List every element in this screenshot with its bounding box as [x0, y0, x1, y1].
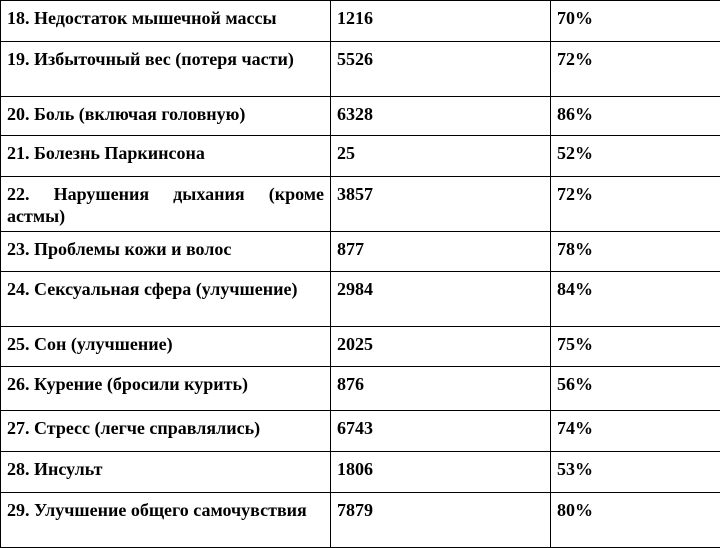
row-percent: 86% — [551, 97, 720, 136]
row-percent: 53% — [551, 452, 720, 493]
table-row: 22. Нарушения дыхания (кроме астмы) 3857… — [1, 177, 720, 232]
row-count: 2984 — [331, 272, 551, 327]
row-count: 877 — [331, 232, 551, 272]
table-row: 21. Болезнь Паркинсона 25 52% — [1, 136, 720, 177]
row-label: 25. Сон (улучшение) — [1, 327, 331, 367]
row-label: 23. Проблемы кожи и волос — [1, 232, 331, 272]
row-percent: 74% — [551, 411, 720, 452]
row-percent: 72% — [551, 42, 720, 97]
row-label: 28. Инсульт — [1, 452, 331, 493]
row-count: 25 — [331, 136, 551, 177]
row-count: 3857 — [331, 177, 551, 232]
row-percent: 80% — [551, 493, 720, 548]
table-row: 20. Боль (включая головную) 6328 86% — [1, 97, 720, 136]
row-percent: 78% — [551, 232, 720, 272]
row-label: 29. Улучшение общего самочувствия — [1, 493, 331, 548]
row-percent: 56% — [551, 367, 720, 411]
table-row: 27. Стресс (легче справлялись) 6743 74% — [1, 411, 720, 452]
table-row: 26. Курение (бросили курить) 876 56% — [1, 367, 720, 411]
table-row: 18. Недостаток мышечной массы 1216 70% — [1, 1, 720, 42]
row-percent: 52% — [551, 136, 720, 177]
row-label: 18. Недостаток мышечной массы — [1, 1, 331, 42]
table-row: 19. Избыточный вес (потеря части) 5526 7… — [1, 42, 720, 97]
table-row: 29. Улучшение общего самочувствия 7879 8… — [1, 493, 720, 548]
table-row: 24. Сексуальная сфера (улучшение) 2984 8… — [1, 272, 720, 327]
row-count: 7879 — [331, 493, 551, 548]
row-label: 26. Курение (бросили курить) — [1, 367, 331, 411]
row-count: 1216 — [331, 1, 551, 42]
row-label: 21. Болезнь Паркинсона — [1, 136, 331, 177]
row-label: 24. Сексуальная сфера (улучшение) — [1, 272, 331, 327]
table-row: 23. Проблемы кожи и волос 877 78% — [1, 232, 720, 272]
row-count: 6743 — [331, 411, 551, 452]
row-label: 27. Стресс (легче справлялись) — [1, 411, 331, 452]
row-count: 876 — [331, 367, 551, 411]
row-count: 6328 — [331, 97, 551, 136]
table-row: 28. Инсульт 1806 53% — [1, 452, 720, 493]
row-count: 2025 — [331, 327, 551, 367]
row-label: 22. Нарушения дыхания (кроме астмы) — [1, 177, 331, 232]
row-label: 19. Избыточный вес (потеря части) — [1, 42, 331, 97]
row-percent: 84% — [551, 272, 720, 327]
row-percent: 72% — [551, 177, 720, 232]
row-label: 20. Боль (включая головную) — [1, 97, 331, 136]
row-percent: 70% — [551, 1, 720, 42]
row-count: 1806 — [331, 452, 551, 493]
row-count: 5526 — [331, 42, 551, 97]
row-percent: 75% — [551, 327, 720, 367]
table-row: 25. Сон (улучшение) 2025 75% — [1, 327, 720, 367]
